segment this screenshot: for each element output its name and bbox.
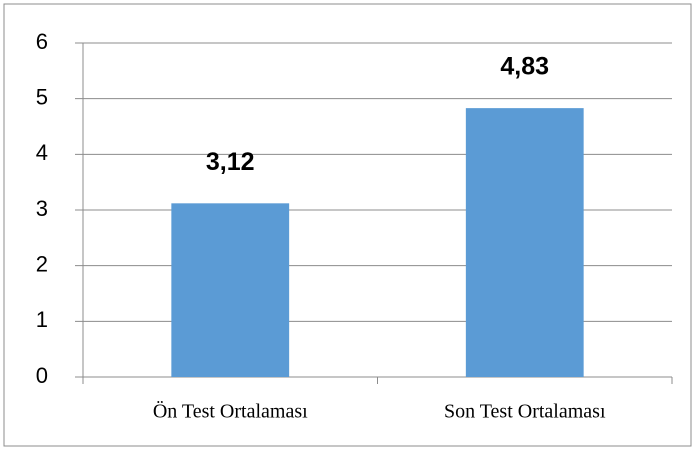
bar xyxy=(465,108,584,377)
y-tick-label: 1 xyxy=(36,307,48,332)
x-tick-label: Ön Test Ortalaması xyxy=(153,400,308,423)
y-tick-label: 0 xyxy=(36,363,48,388)
chart-frame xyxy=(3,3,692,447)
bar xyxy=(171,203,290,377)
x-tick-label: Son Test Ortalaması xyxy=(444,401,606,423)
y-tick-label: 5 xyxy=(36,84,48,109)
y-tick-label: 6 xyxy=(36,29,48,54)
data-label: 4,83 xyxy=(500,53,549,81)
data-label: 3,12 xyxy=(206,148,255,176)
y-tick-label: 2 xyxy=(36,251,48,276)
y-tick-label: 3 xyxy=(36,196,48,221)
y-tick-label: 4 xyxy=(36,140,48,165)
